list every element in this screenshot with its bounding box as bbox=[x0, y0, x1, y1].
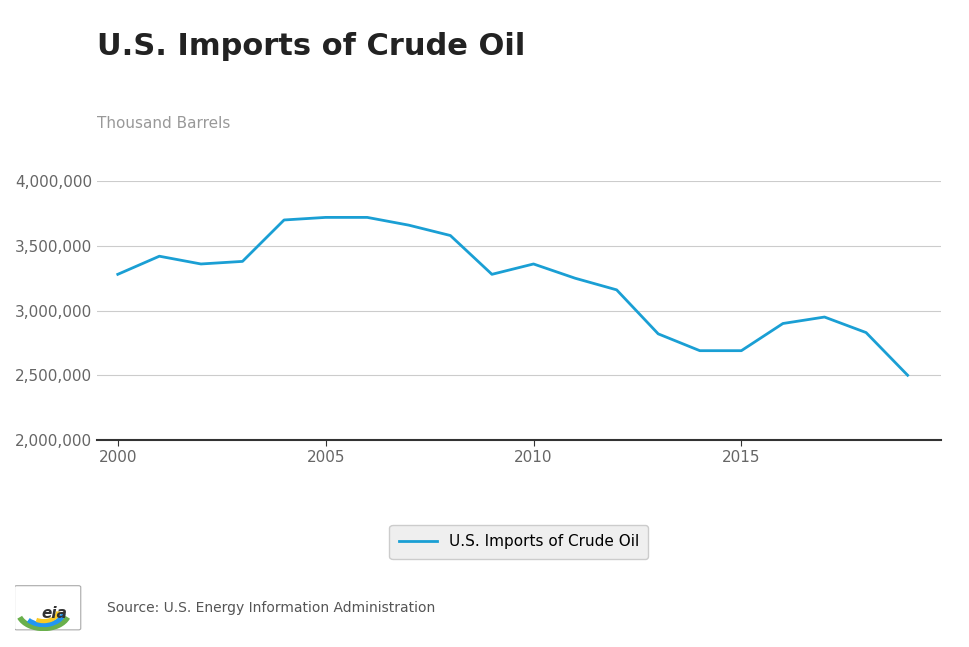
Legend: U.S. Imports of Crude Oil: U.S. Imports of Crude Oil bbox=[389, 525, 648, 558]
Text: eia: eia bbox=[42, 606, 68, 621]
FancyBboxPatch shape bbox=[15, 586, 80, 630]
Text: Source: U.S. Energy Information Administration: Source: U.S. Energy Information Administ… bbox=[107, 600, 434, 615]
Text: U.S. Imports of Crude Oil: U.S. Imports of Crude Oil bbox=[97, 32, 525, 61]
Text: Thousand Barrels: Thousand Barrels bbox=[97, 116, 231, 131]
